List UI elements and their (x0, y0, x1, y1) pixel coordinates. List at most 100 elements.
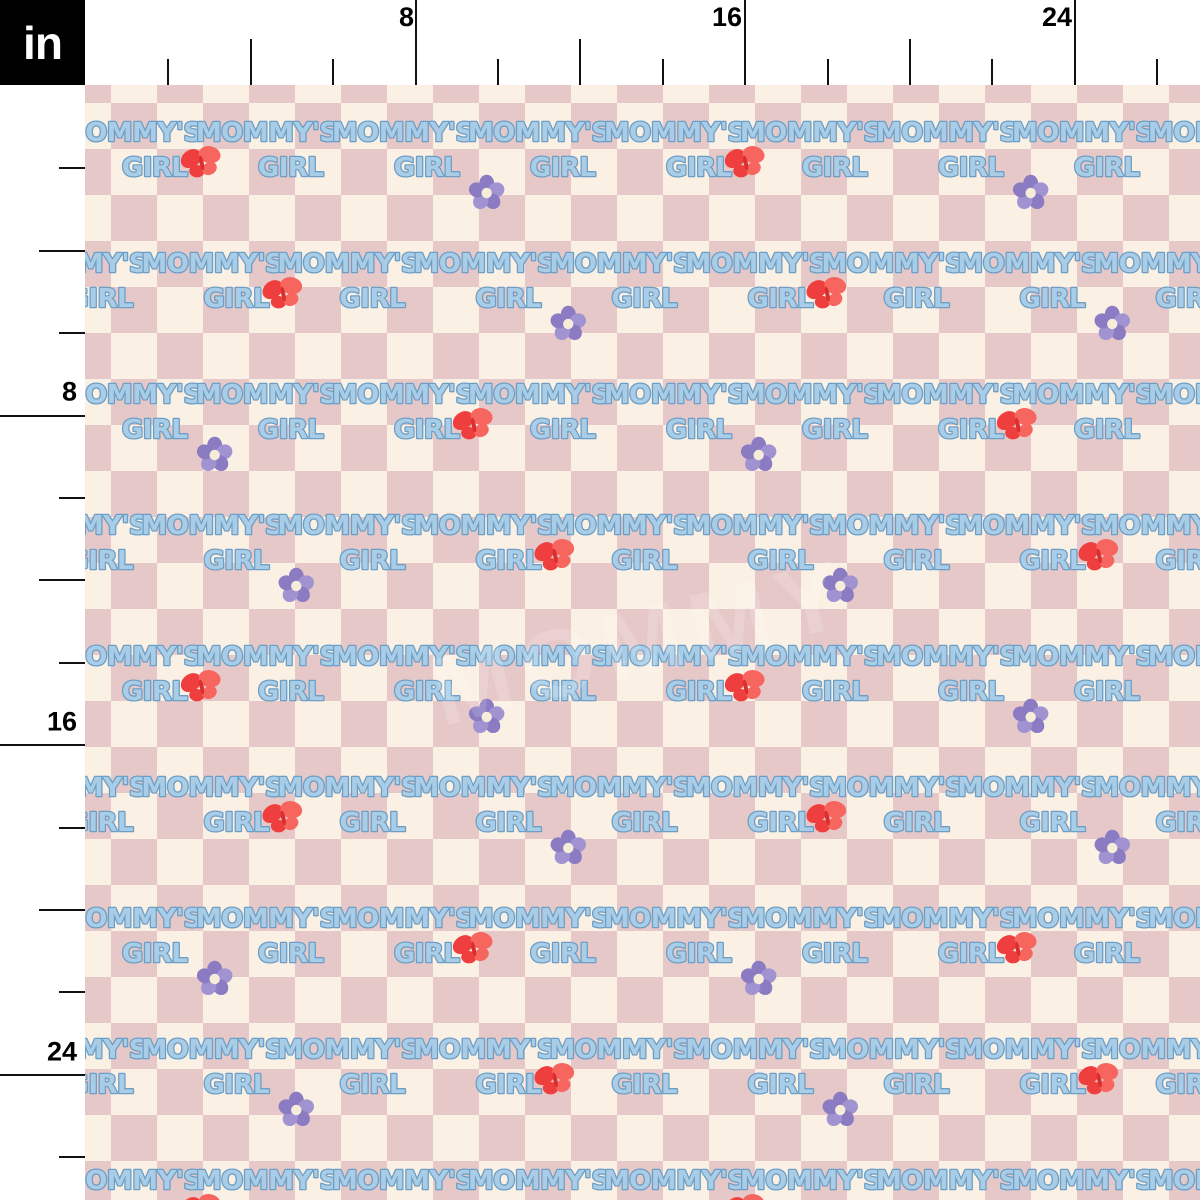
pattern-word: GIRL (666, 939, 732, 969)
pattern-word: MOMMY'S (277, 511, 419, 541)
pattern-word: MOMMY'S (1148, 1166, 1200, 1196)
pattern-word: MOMMY'S (85, 904, 202, 934)
pattern-word: GIRL (530, 415, 596, 445)
pattern-word: MOMMY'S (604, 904, 746, 934)
pattern-word: MOMMY'S (821, 511, 963, 541)
ruler-tick-left (59, 661, 85, 664)
pattern-word: GIRL (1074, 415, 1140, 445)
pattern-word: MOMMY'S (740, 904, 882, 934)
pattern-word: MOMMY'S (468, 904, 610, 934)
pattern-word: GIRL (85, 808, 133, 838)
pattern-word: GIRL (883, 1070, 949, 1100)
pattern-word: MOMMY'S (876, 642, 1018, 672)
pattern-word: MOMMY'S (413, 1035, 555, 1065)
pattern-word: GIRL (122, 153, 188, 183)
ruler-tick-left (0, 1073, 85, 1076)
checkerboard-background (85, 85, 1200, 1200)
pattern-word: MOMMY'S (604, 118, 746, 148)
pattern-word: MOMMY'S (196, 1166, 338, 1196)
pattern-word: MOMMY'S (1012, 904, 1154, 934)
pattern-word: GIRL (122, 415, 188, 445)
ruler-unit-label: in (23, 16, 63, 69)
pattern-word: MOMMY'S (85, 118, 202, 148)
pattern-word: GIRL (1155, 1070, 1200, 1100)
ruler-tick-left (0, 414, 85, 417)
pattern-word: GIRL (530, 677, 596, 707)
pattern-word: MOMMY'S (1148, 904, 1200, 934)
pattern-word: GIRL (802, 677, 868, 707)
ruler-tick-top (991, 59, 994, 85)
pattern-word: MOMMY'S (85, 511, 147, 541)
pattern-word: GIRL (802, 153, 868, 183)
ruler-tick-top (1156, 59, 1159, 85)
pattern-word: GIRL (475, 1070, 541, 1100)
pattern-word: MOMMY'S (196, 642, 338, 672)
pattern-text: MOMMY'S GIRL MOMMY'S GIRL MOMMY'S GIRL MOMMY'S… (85, 117, 1200, 1200)
pattern-word: GIRL (1155, 284, 1200, 314)
pattern-word: MOMMY'S (876, 904, 1018, 934)
pattern-word: MOMMY'S (957, 773, 1099, 803)
pattern-word: MOMMY'S (549, 249, 691, 279)
pattern-word: GIRL (611, 1070, 677, 1100)
pattern-word: GIRL (203, 546, 269, 576)
ruler-tick-top (661, 59, 664, 85)
pattern-word: GIRL (883, 546, 949, 576)
pattern-word: GIRL (747, 1070, 813, 1100)
pattern-word: MOMMY'S (1012, 380, 1154, 410)
ruler-tick-left (59, 826, 85, 829)
pattern-word: MOMMY'S (141, 249, 283, 279)
pattern-word: GIRL (1155, 808, 1200, 838)
pattern-word: GIRL (938, 939, 1004, 969)
ruler-label-top: 8 (398, 2, 414, 32)
pattern-word: MOMMY'S (876, 380, 1018, 410)
pattern-word: MOMMY'S (85, 773, 147, 803)
pattern-word: MOMMY'S (821, 249, 963, 279)
pattern-word: MOMMY'S (740, 380, 882, 410)
pattern-word: MOMMY'S (85, 380, 202, 410)
ruler-tick-left (39, 249, 85, 252)
pattern-word: MOMMY'S (277, 1035, 419, 1065)
pattern-word: GIRL (747, 546, 813, 576)
pattern-word: MOMMY'S (468, 380, 610, 410)
pattern-word: GIRL (339, 1070, 405, 1100)
pattern-word: MOMMY'S (740, 1166, 882, 1196)
ruler-tick-top (414, 0, 417, 85)
pattern-word: MOMMY'S (821, 1035, 963, 1065)
pattern-word: GIRL (339, 284, 405, 314)
pattern-word: GIRL (394, 677, 460, 707)
pattern-word: GIRL (611, 808, 677, 838)
pattern-word: MOMMY'S (685, 1035, 827, 1065)
pattern-word: GIRL (203, 1070, 269, 1100)
pattern-word: GIRL (203, 808, 269, 838)
ruler-tick-top (579, 39, 582, 85)
pattern-word: GIRL (258, 153, 324, 183)
pattern-word: GIRL (530, 939, 596, 969)
ruler-left: 8 16 24 (0, 85, 85, 1200)
pattern-word: MOMMY'S (549, 511, 691, 541)
ruler-tick-top (497, 59, 499, 85)
pattern-word: MOMMY'S (332, 642, 474, 672)
pattern-word: MOMMY'S (740, 118, 882, 148)
pattern-word: GIRL (611, 284, 677, 314)
pattern-word: MOMMY'S (604, 1166, 746, 1196)
pattern-word: MOMMY'S (821, 773, 963, 803)
pattern-word: GIRL (1074, 939, 1140, 969)
pattern-word: MOMMY'S (196, 904, 338, 934)
pattern-word: MOMMY'S (468, 1166, 610, 1196)
pattern-word: GIRL (1155, 546, 1200, 576)
pattern-word: GIRL (258, 415, 324, 445)
pattern-word: MOMMY'S (685, 249, 827, 279)
pattern-word: MOMMY'S (85, 249, 147, 279)
ruler-tick-top (1073, 0, 1076, 85)
pattern-word: GIRL (258, 677, 324, 707)
pattern-word: MOMMY'S (85, 1166, 202, 1196)
pattern-word: GIRL (883, 808, 949, 838)
pattern-word: MOMMY'S (85, 642, 202, 672)
pattern-word: GIRL (85, 284, 133, 314)
pattern-word: MOMMY'S (277, 249, 419, 279)
pattern-word: MOMMY'S (685, 511, 827, 541)
pattern-word: MOMMY'S (141, 1035, 283, 1065)
pattern-word: GIRL (611, 546, 677, 576)
pattern-word: MOMMY'S (876, 118, 1018, 148)
ruler-top: 8 16 24 (85, 0, 1200, 85)
